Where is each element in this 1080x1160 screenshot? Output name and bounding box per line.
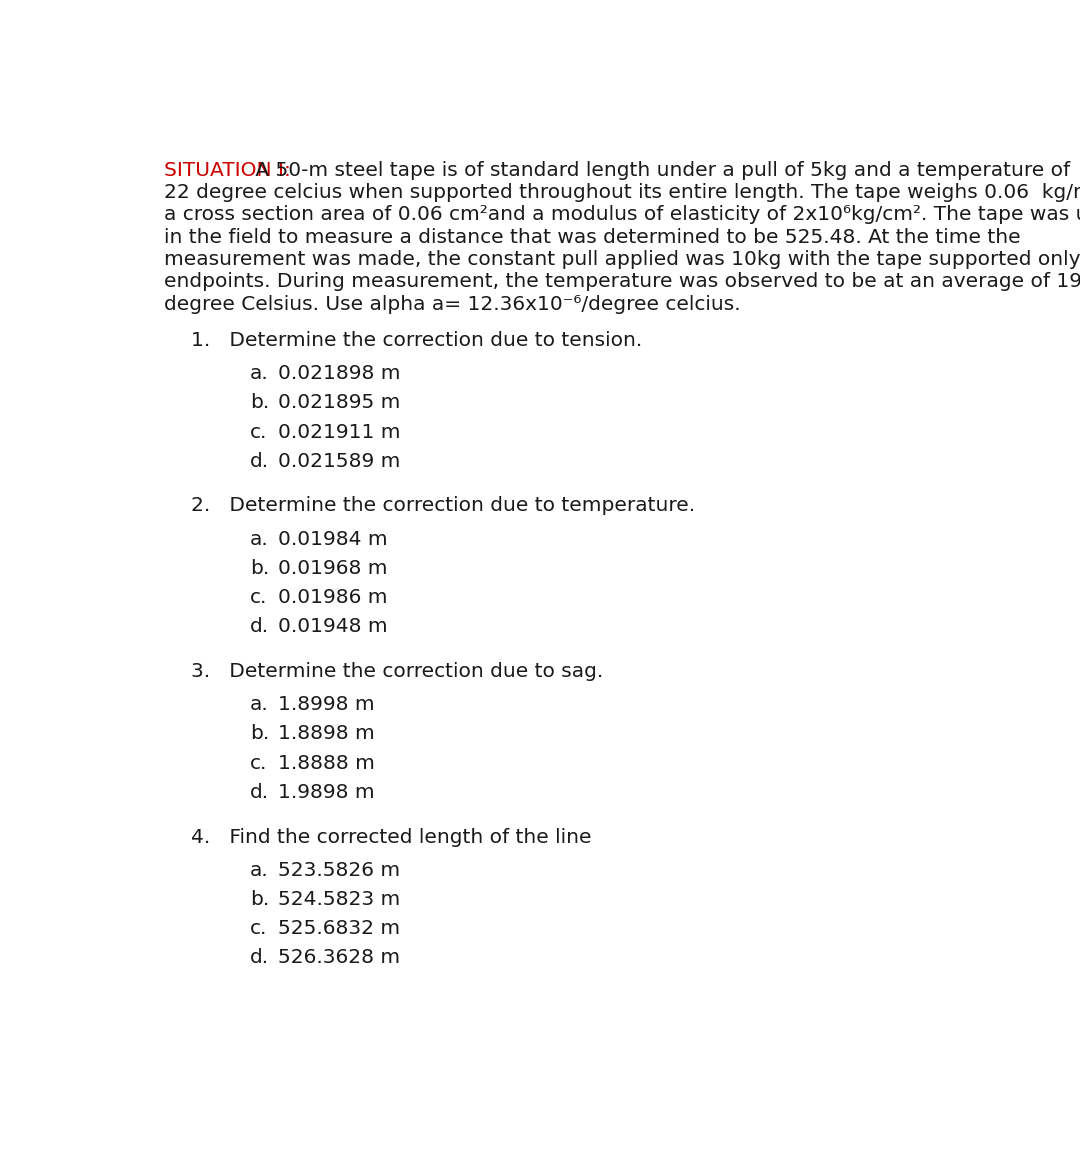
- Text: measurement was made, the constant pull applied was 10kg with the tape supported: measurement was made, the constant pull …: [164, 251, 1080, 269]
- Text: b.: b.: [249, 393, 269, 412]
- Text: a.: a.: [249, 695, 269, 715]
- Text: d.: d.: [249, 783, 269, 802]
- Text: 1.8998 m: 1.8998 m: [279, 695, 375, 715]
- Text: c.: c.: [249, 919, 267, 938]
- Text: d.: d.: [249, 452, 269, 471]
- Text: 0.021898 m: 0.021898 m: [279, 364, 401, 383]
- Text: in the field to measure a distance that was determined to be 525.48. At the time: in the field to measure a distance that …: [164, 227, 1021, 247]
- Text: c.: c.: [249, 754, 267, 773]
- Text: d.: d.: [249, 617, 269, 637]
- Text: 0.01984 m: 0.01984 m: [279, 530, 388, 549]
- Text: degree Celsius. Use alpha a= 12.36x10⁻⁶/degree celcius.: degree Celsius. Use alpha a= 12.36x10⁻⁶/…: [164, 295, 741, 313]
- Text: 0.021895 m: 0.021895 m: [279, 393, 401, 412]
- Text: c.: c.: [249, 422, 267, 442]
- Text: 526.3628 m: 526.3628 m: [279, 949, 401, 967]
- Text: d.: d.: [249, 949, 269, 967]
- Text: c.: c.: [249, 588, 267, 607]
- Text: 524.5823 m: 524.5823 m: [279, 890, 401, 909]
- Text: a.: a.: [249, 364, 269, 383]
- Text: A 50-m steel tape is of standard length under a pull of 5kg and a temperature of: A 50-m steel tape is of standard length …: [248, 161, 1070, 180]
- Text: 0.021911 m: 0.021911 m: [279, 422, 401, 442]
- Text: 1.8898 m: 1.8898 m: [279, 724, 375, 744]
- Text: 523.5826 m: 523.5826 m: [279, 861, 401, 879]
- Text: 0.01986 m: 0.01986 m: [279, 588, 388, 607]
- Text: 0.01948 m: 0.01948 m: [279, 617, 388, 637]
- Text: 3.   Determine the correction due to sag.: 3. Determine the correction due to sag.: [191, 662, 603, 681]
- Text: b.: b.: [249, 559, 269, 578]
- Text: 1.9898 m: 1.9898 m: [279, 783, 375, 802]
- Text: 0.021589 m: 0.021589 m: [279, 452, 401, 471]
- Text: 4.   Find the corrected length of the line: 4. Find the corrected length of the line: [191, 827, 592, 847]
- Text: 1.   Determine the correction due to tension.: 1. Determine the correction due to tensi…: [191, 331, 642, 350]
- Text: a cross section area of 0.06 cm²and a modulus of elasticity of 2x10⁶kg/cm². The : a cross section area of 0.06 cm²and a mo…: [164, 205, 1080, 224]
- Text: 0.01968 m: 0.01968 m: [279, 559, 388, 578]
- Text: 22 degree celcius when supported throughout its entire length. The tape weighs 0: 22 degree celcius when supported through…: [164, 183, 1080, 202]
- Text: b.: b.: [249, 724, 269, 744]
- Text: 1.8888 m: 1.8888 m: [279, 754, 375, 773]
- Text: endpoints. During measurement, the temperature was observed to be at an average : endpoints. During measurement, the tempe…: [164, 273, 1080, 291]
- Text: SITUATION I:: SITUATION I:: [164, 161, 292, 180]
- Text: b.: b.: [249, 890, 269, 909]
- Text: a.: a.: [249, 861, 269, 879]
- Text: 525.6832 m: 525.6832 m: [279, 919, 401, 938]
- Text: a.: a.: [249, 530, 269, 549]
- Text: 2.   Determine the correction due to temperature.: 2. Determine the correction due to tempe…: [191, 496, 694, 515]
